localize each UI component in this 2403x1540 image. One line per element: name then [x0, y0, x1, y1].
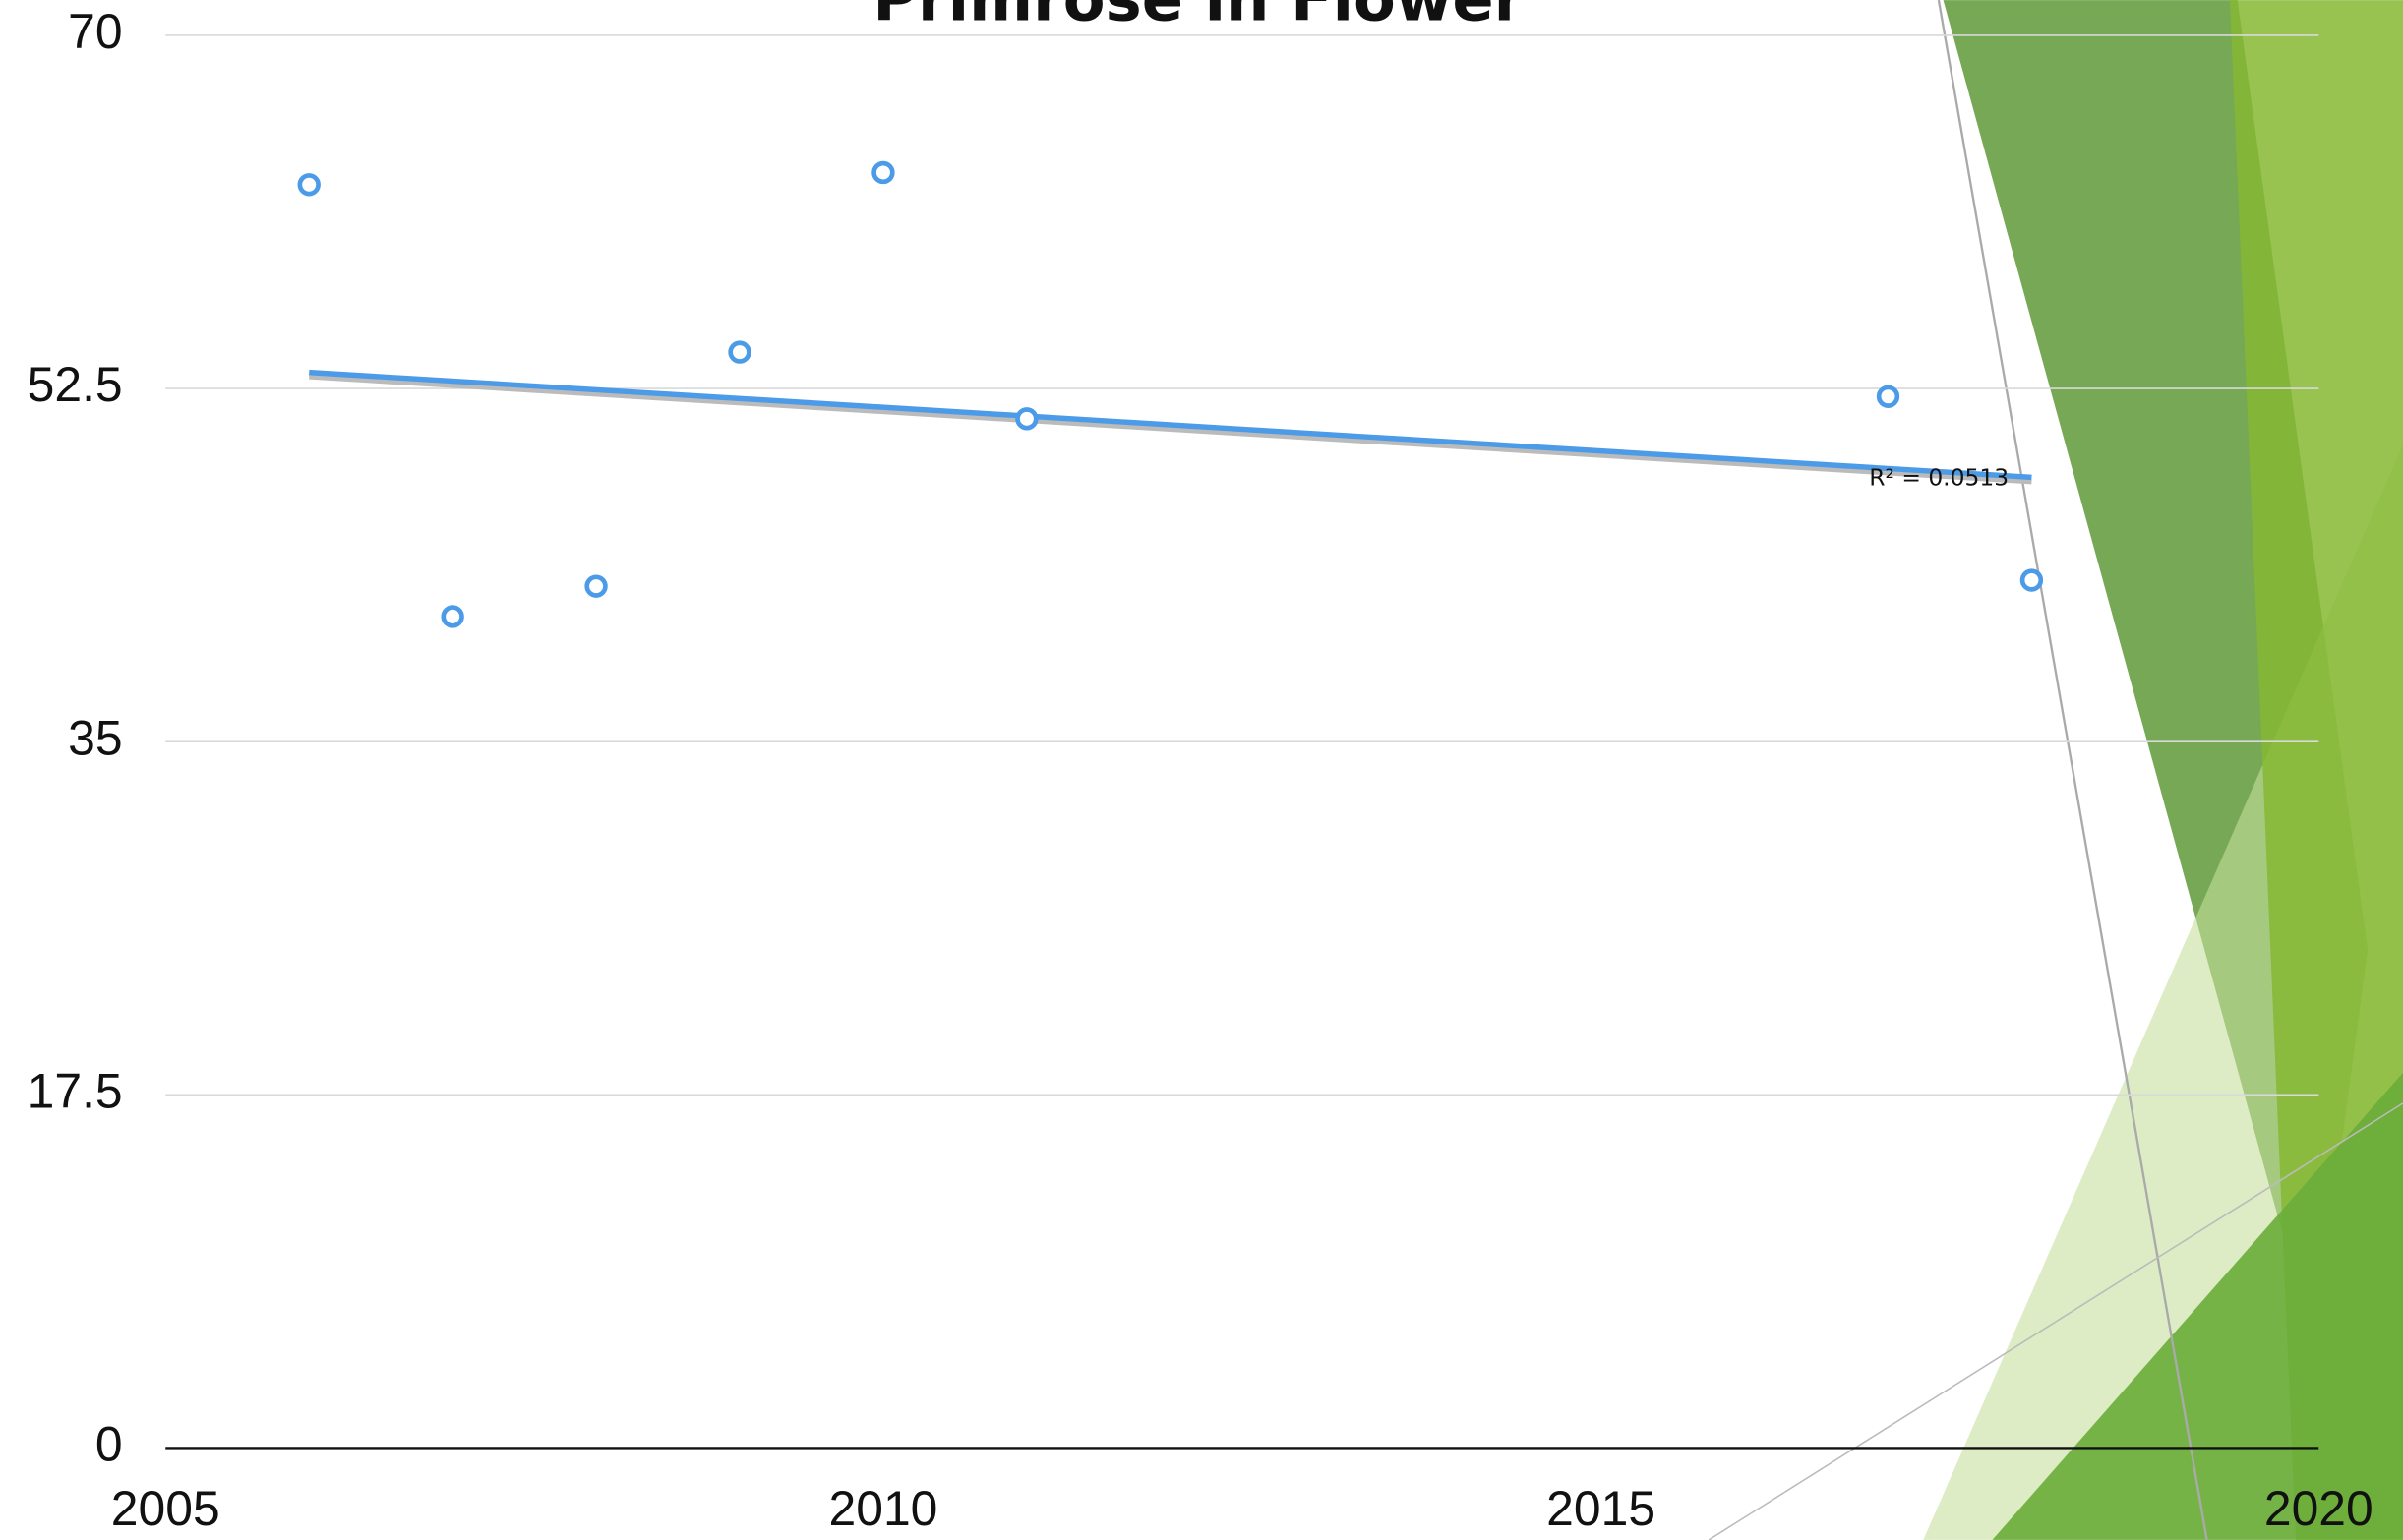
trendline: [309, 369, 2032, 481]
data-point: [1015, 407, 1039, 431]
y-tick-label: 70: [68, 4, 122, 59]
x-tick-label: 2005: [111, 1481, 220, 1536]
data-point: [441, 605, 464, 628]
x-tick-label: 2010: [829, 1481, 938, 1536]
x-tick-label: 2020: [2264, 1481, 2373, 1536]
r-squared-label: R² = 0.0513: [1869, 463, 2009, 491]
data-point: [584, 574, 608, 598]
y-tick-label: 17.5: [28, 1063, 123, 1118]
y-tick-label: 35: [68, 710, 122, 765]
chart-title: Primrose in Flower: [872, 0, 1524, 34]
data-point: [1876, 385, 1900, 408]
data-point: [297, 173, 321, 197]
x-tick-label: 2015: [1546, 1481, 1655, 1536]
y-tick-label: 0: [95, 1417, 123, 1472]
y-tick-label: 52.5: [28, 357, 123, 412]
trendline-shadow: [309, 374, 2032, 485]
background-decoration: [1708, 0, 2403, 1540]
data-point: [2019, 568, 2044, 592]
data-point: [728, 340, 751, 364]
data-point: [871, 160, 895, 185]
